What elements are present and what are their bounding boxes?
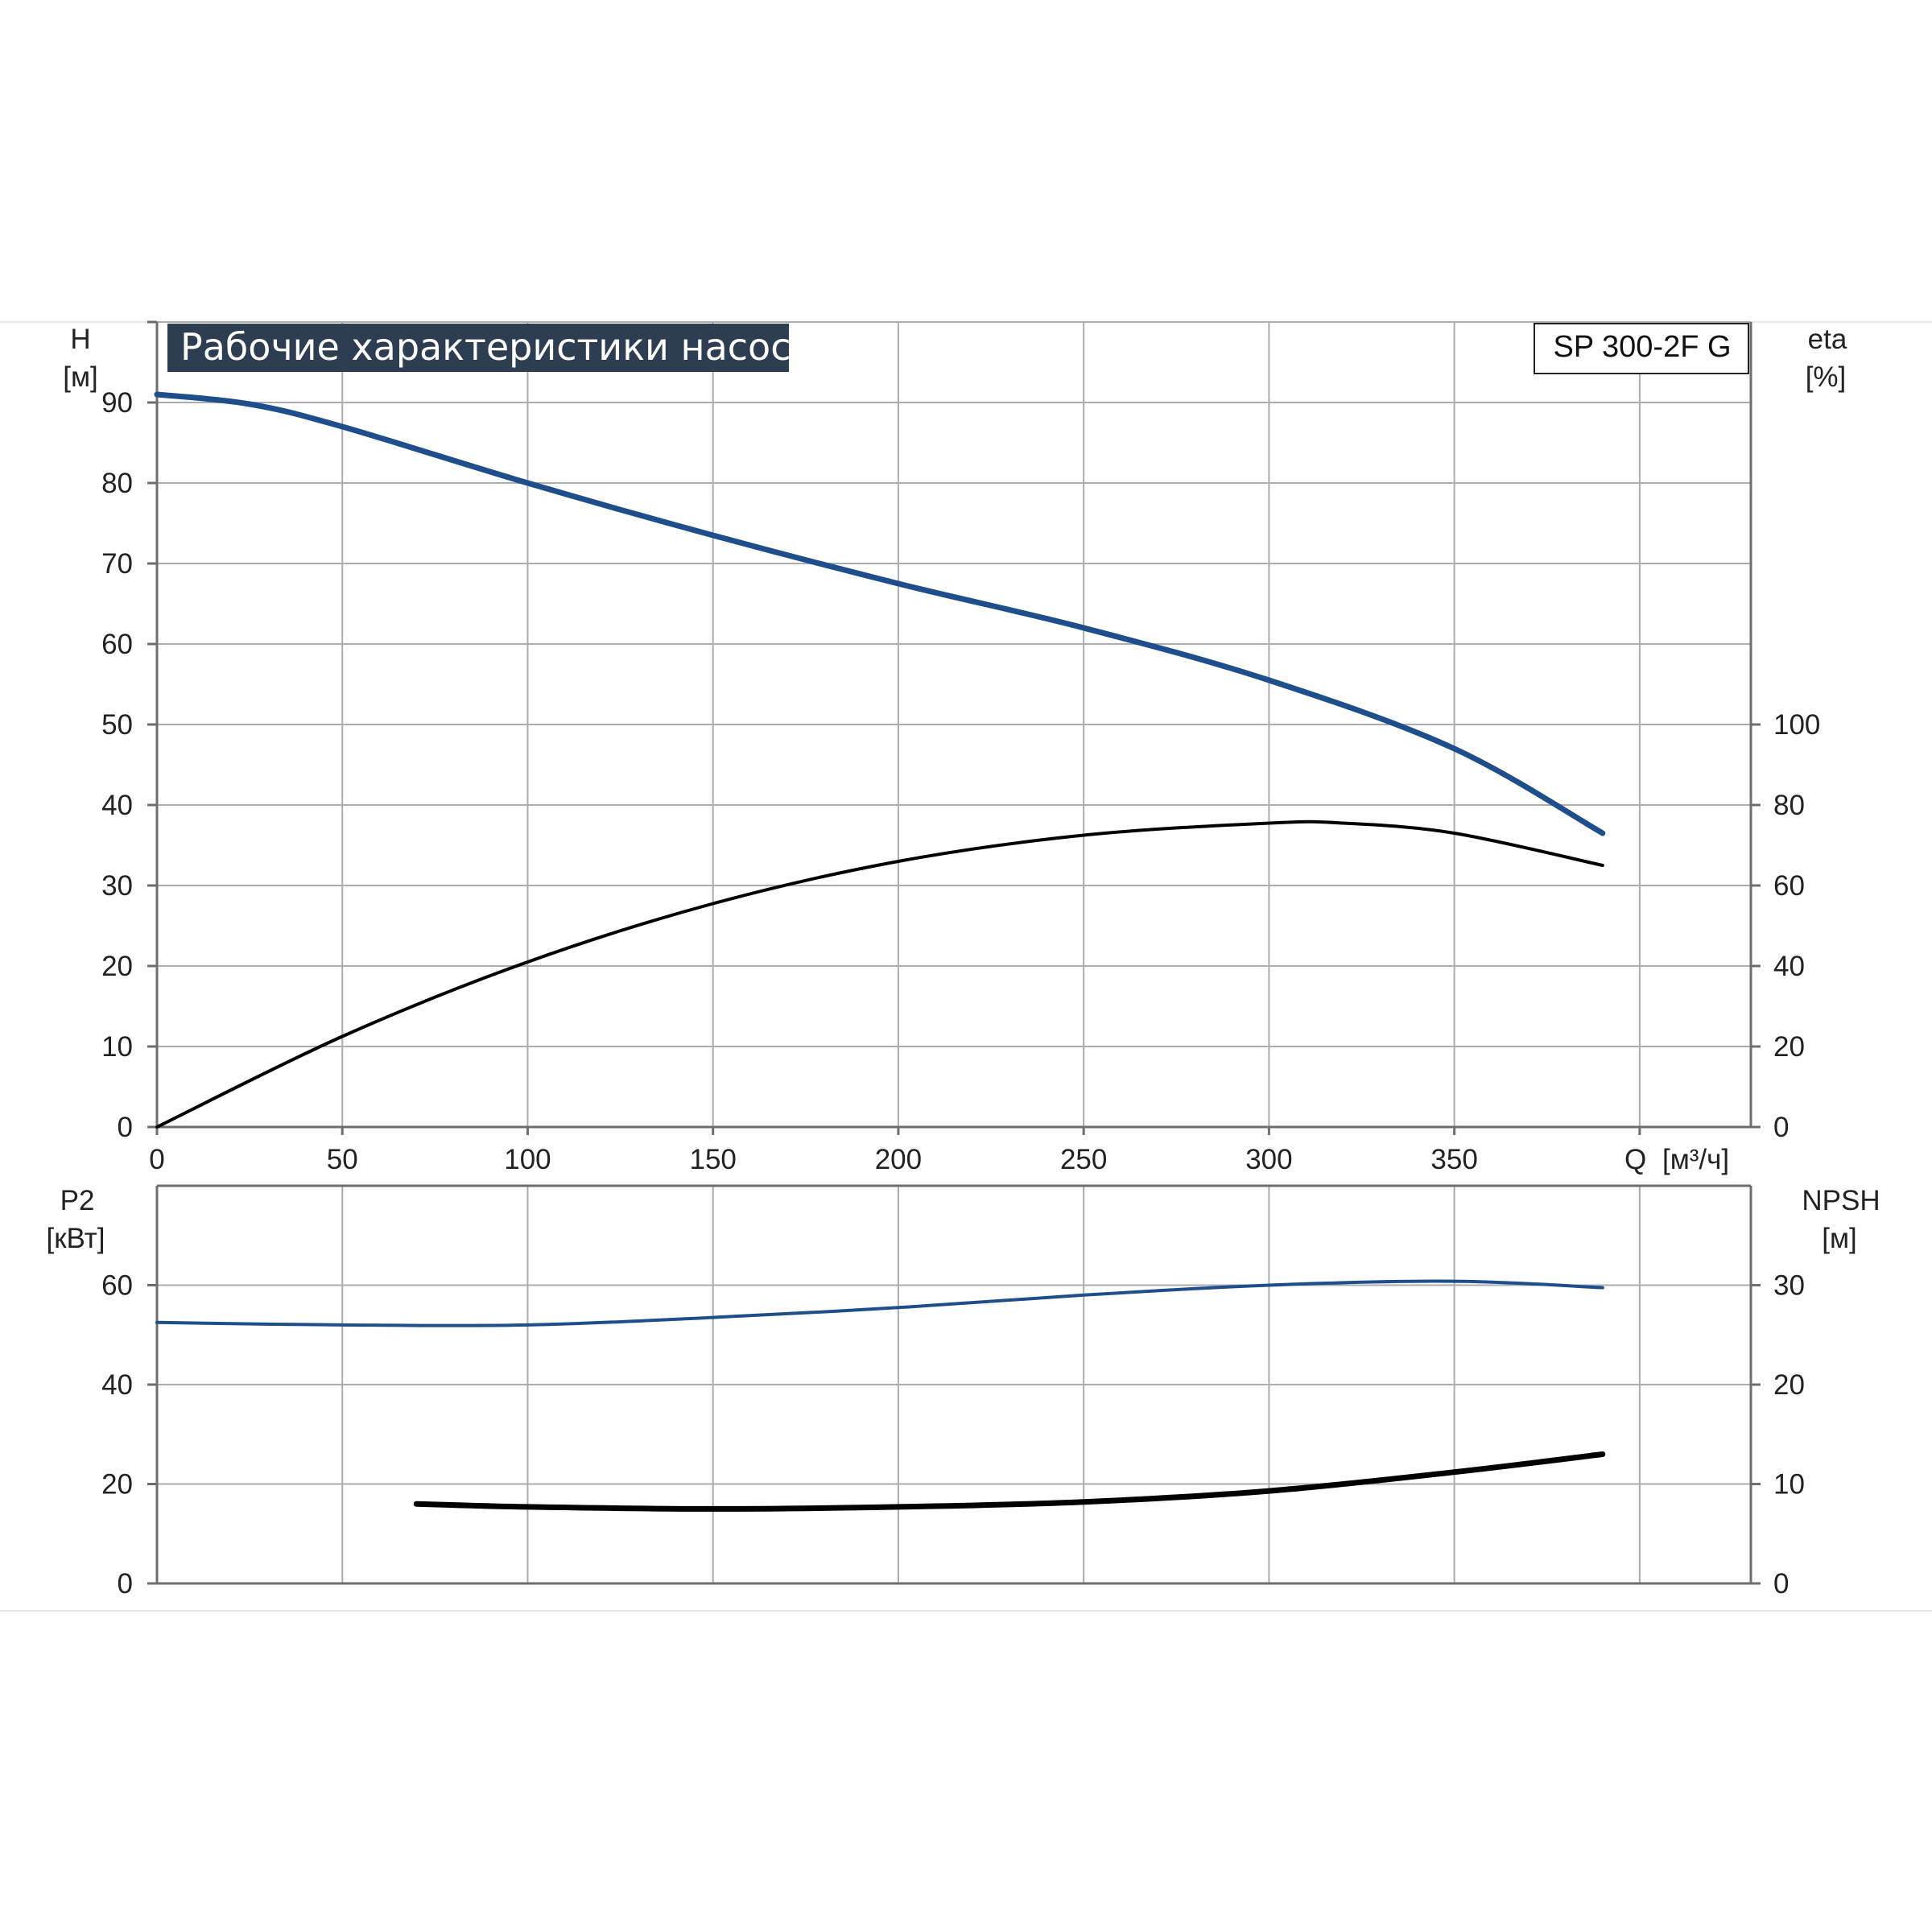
h-tick-label-80: 80 [101, 468, 133, 499]
q-tick-label-50: 50 [327, 1144, 358, 1175]
q-tick-label-150: 150 [689, 1144, 736, 1175]
npsh-tick-label-0: 0 [1773, 1568, 1789, 1600]
npsh-unit: [м] [1822, 1223, 1857, 1254]
lower-panel: 0 20 40 60 0 10 20 30 P2 [кВт] NPSH [м] [47, 1184, 1880, 1600]
upper-ticks: 0 10 20 30 40 50 60 70 80 90 0 20 40 60 80 100 0 50 100 150… [101, 320, 1820, 1175]
lower-ticks: 0 20 40 60 0 10 20 30 [101, 1270, 1805, 1600]
npsh-curve [413, 1451, 1606, 1512]
chart-title-box [167, 324, 789, 372]
q-tick-label-300: 300 [1245, 1144, 1292, 1175]
npsh-title: NPSH [1802, 1185, 1880, 1216]
q-tick-label-350: 350 [1430, 1144, 1477, 1175]
eta-tick-label-100: 100 [1773, 709, 1820, 741]
p2-tick-label-20: 20 [101, 1469, 133, 1501]
y-left-title: H [70, 324, 90, 355]
eta-tick-label-60: 60 [1773, 870, 1805, 902]
h-tick-label-60: 60 [101, 629, 133, 660]
y-right-title: eta [1808, 324, 1847, 355]
upper-panel: 0 10 20 30 40 50 60 70 80 90 0 20 40 60 80 100 0 50 100 150… [63, 320, 1847, 1175]
model-label: SP 300-2F G [1553, 330, 1731, 364]
chart-title: Рабочие характеристики насоса [180, 325, 814, 369]
upper-curves [154, 391, 1606, 1129]
eta-tick-label-40: 40 [1773, 951, 1805, 982]
p2-unit: [кВт] [47, 1223, 105, 1254]
h-tick-label-70: 70 [101, 548, 133, 580]
lower-grid [157, 1186, 1751, 1583]
h-tick-label-40: 40 [101, 790, 133, 821]
p2-title: P2 [60, 1185, 95, 1216]
x-axis-title: Q [м³/ч] [1624, 1144, 1729, 1175]
power-curve [155, 1279, 1604, 1327]
q-tick-label-0: 0 [149, 1144, 164, 1175]
h-tick-label-0: 0 [118, 1112, 133, 1143]
y-right-unit: [%] [1806, 361, 1847, 393]
h-tick-label-90: 90 [101, 387, 133, 419]
x-axis-unit: [м³/ч] [1662, 1144, 1729, 1175]
npsh-tick-label-10: 10 [1773, 1469, 1805, 1501]
h-tick-label-30: 30 [101, 870, 133, 902]
q-tick-label-100: 100 [504, 1144, 551, 1175]
p2-tick-label-0: 0 [118, 1568, 133, 1600]
head-curve [154, 391, 1606, 836]
upper-grid [157, 321, 1751, 1127]
h-tick-label-20: 20 [101, 951, 133, 982]
npsh-tick-label-20: 20 [1773, 1369, 1805, 1401]
x-axis-q: Q [1624, 1144, 1646, 1175]
p2-tick-label-60: 60 [101, 1270, 133, 1302]
q-tick-label-200: 200 [875, 1144, 922, 1175]
p2-tick-label-40: 40 [101, 1369, 133, 1401]
q-tick-label-250: 250 [1060, 1144, 1107, 1175]
eta-tick-label-0: 0 [1773, 1112, 1789, 1143]
eta-tick-label-20: 20 [1773, 1031, 1805, 1063]
efficiency-curve [155, 819, 1604, 1129]
lower-curves [155, 1279, 1606, 1512]
h-tick-label-10: 10 [101, 1031, 133, 1063]
h-tick-label-50: 50 [101, 709, 133, 741]
model-box [1534, 323, 1749, 374]
y-left-unit: [м] [63, 361, 98, 393]
eta-tick-label-80: 80 [1773, 790, 1805, 821]
npsh-tick-label-30: 30 [1773, 1270, 1805, 1302]
